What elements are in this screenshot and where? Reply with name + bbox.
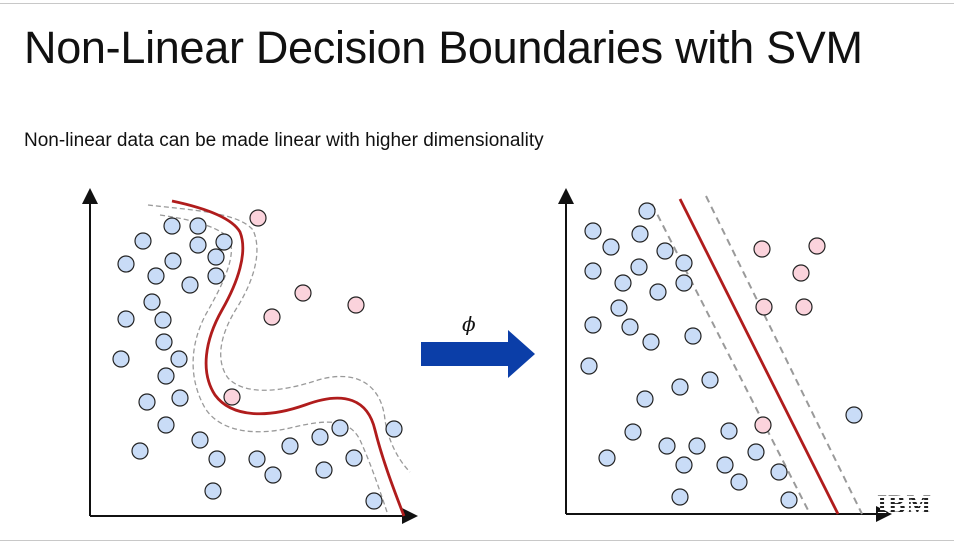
data-point xyxy=(675,456,693,474)
data-point xyxy=(189,217,207,235)
data-point xyxy=(163,217,181,235)
data-point xyxy=(598,449,616,467)
data-point xyxy=(675,274,693,292)
left-class-a-points xyxy=(112,217,403,510)
data-point xyxy=(147,267,165,285)
data-point xyxy=(631,225,649,243)
data-point xyxy=(249,209,267,227)
data-point xyxy=(584,222,602,240)
data-point xyxy=(584,262,602,280)
data-point xyxy=(614,274,632,292)
bottom-rule xyxy=(0,540,954,541)
data-point xyxy=(134,232,152,250)
data-point xyxy=(204,482,222,500)
left-margin-upper xyxy=(147,204,411,473)
data-point xyxy=(331,419,349,437)
data-point xyxy=(747,443,765,461)
data-point xyxy=(755,298,773,316)
data-point xyxy=(207,248,225,266)
data-point xyxy=(208,450,226,468)
data-point xyxy=(157,416,175,434)
right-plot xyxy=(558,188,892,522)
data-point xyxy=(365,492,383,510)
data-point xyxy=(138,393,156,411)
data-point xyxy=(580,357,598,375)
data-point xyxy=(754,416,772,434)
data-point xyxy=(170,350,188,368)
data-point xyxy=(770,463,788,481)
data-point xyxy=(795,298,813,316)
data-point xyxy=(792,264,810,282)
data-point xyxy=(656,242,674,260)
data-point xyxy=(753,240,771,258)
data-point xyxy=(638,202,656,220)
slide-title: Non-Linear Decision Boundaries with SVM xyxy=(24,22,863,73)
data-point xyxy=(248,450,266,468)
data-point xyxy=(716,456,734,474)
data-point xyxy=(315,461,333,479)
data-point xyxy=(154,311,172,329)
left-decision-boundary xyxy=(171,199,406,517)
data-point xyxy=(155,333,173,351)
data-point xyxy=(658,437,676,455)
right-class-a-points xyxy=(580,202,863,509)
data-point xyxy=(112,350,130,368)
ibm-logo: IBM xyxy=(877,490,932,519)
data-point xyxy=(624,423,642,441)
data-point xyxy=(264,466,282,484)
data-point xyxy=(263,308,281,326)
data-point xyxy=(215,233,233,251)
data-point xyxy=(780,491,798,509)
data-point xyxy=(117,310,135,328)
data-point xyxy=(311,428,329,446)
data-point xyxy=(281,437,299,455)
data-point xyxy=(630,258,648,276)
data-point xyxy=(602,238,620,256)
data-point xyxy=(688,437,706,455)
data-point xyxy=(701,371,719,389)
data-point xyxy=(345,449,363,467)
right-margin-left xyxy=(651,203,811,515)
data-point xyxy=(610,299,628,317)
data-point xyxy=(636,390,654,408)
data-point xyxy=(684,327,702,345)
data-point xyxy=(675,254,693,272)
data-point xyxy=(181,276,199,294)
data-point xyxy=(649,283,667,301)
data-point xyxy=(143,293,161,311)
data-point xyxy=(347,296,365,314)
data-point xyxy=(191,431,209,449)
data-point xyxy=(171,389,189,407)
slide-subtitle: Non-linear data can be made linear with … xyxy=(24,130,544,151)
data-point xyxy=(385,420,403,438)
data-point xyxy=(207,267,225,285)
data-point xyxy=(164,252,182,270)
data-point xyxy=(671,488,689,506)
data-point xyxy=(157,367,175,385)
left-plot xyxy=(82,188,418,524)
data-point xyxy=(294,284,312,302)
data-point xyxy=(720,422,738,440)
data-point xyxy=(621,318,639,336)
data-point xyxy=(730,473,748,491)
top-rule xyxy=(0,3,954,4)
transform-arrow xyxy=(421,330,535,378)
right-decision-boundary xyxy=(678,198,840,515)
data-point xyxy=(584,316,602,334)
data-point xyxy=(671,378,689,396)
left-class-b-points xyxy=(223,209,365,406)
data-point xyxy=(808,237,826,255)
data-point xyxy=(189,236,207,254)
data-point xyxy=(845,406,863,424)
right-class-b-points xyxy=(753,237,826,434)
data-point xyxy=(131,442,149,460)
data-point xyxy=(223,388,241,406)
data-point xyxy=(642,333,660,351)
transform-label: ϕ xyxy=(462,312,476,336)
data-point xyxy=(117,255,135,273)
